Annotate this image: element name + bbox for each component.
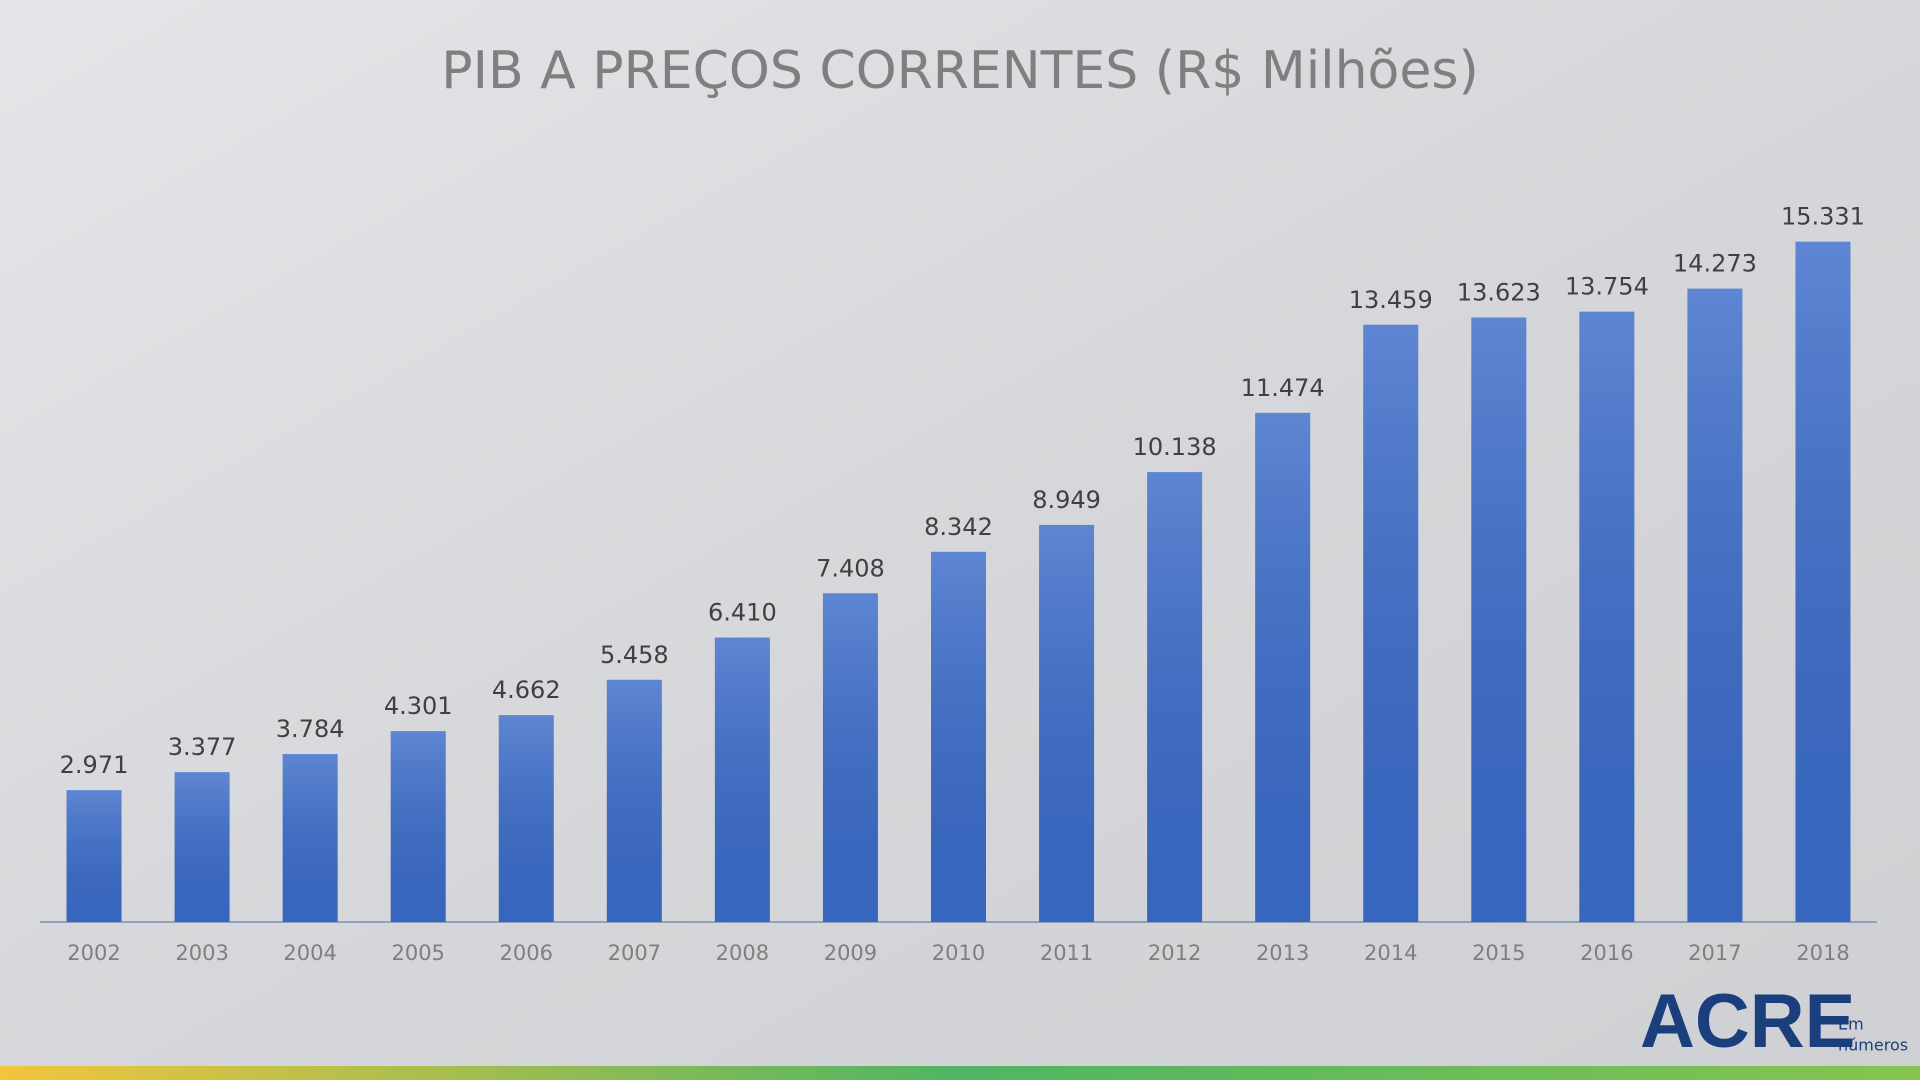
bar-shade — [714, 637, 770, 922]
bar-shade — [1147, 472, 1203, 922]
x-tick-label: 2014 — [1364, 941, 1417, 965]
value-label: 11.474 — [1241, 374, 1325, 402]
value-label: 13.459 — [1349, 286, 1433, 314]
x-tick-label: 2008 — [716, 941, 769, 965]
x-tick-label: 2007 — [608, 941, 661, 965]
x-tick-label: 2018 — [1796, 941, 1849, 965]
logo-name: ACRE — [1640, 979, 1855, 1064]
bar-shade — [1471, 317, 1527, 922]
value-label: 14.273 — [1673, 250, 1757, 278]
value-label: 5.458 — [600, 641, 669, 669]
bar-shade — [1579, 311, 1635, 922]
bar-shade — [498, 715, 554, 922]
value-label: 3.377 — [168, 733, 237, 761]
bar-shade — [1039, 524, 1095, 922]
x-tick-label: 2010 — [932, 941, 985, 965]
logo-tagline: números — [1838, 1036, 1908, 1055]
value-label: 13.623 — [1457, 278, 1541, 306]
x-tick-label: 2015 — [1472, 941, 1525, 965]
value-label: 15.331 — [1781, 203, 1865, 231]
logo-tagline: Em — [1838, 1015, 1864, 1034]
bar-shade — [282, 754, 338, 922]
bar-shade — [66, 790, 122, 922]
x-tick-label: 2002 — [67, 941, 120, 965]
value-label: 7.408 — [816, 554, 885, 582]
bar-shade — [931, 551, 986, 922]
value-label: 8.342 — [924, 513, 993, 541]
bar-shade — [174, 772, 230, 922]
value-label: 10.138 — [1133, 433, 1217, 461]
x-tick-label: 2012 — [1148, 941, 1201, 965]
chart-title: PIB A PREÇOS CORRENTES (R$ Milhões) — [441, 41, 1478, 101]
x-tick-label: 2003 — [175, 941, 228, 965]
x-tick-label: 2009 — [824, 941, 877, 965]
value-label: 3.784 — [276, 715, 345, 743]
value-label: 6.410 — [708, 599, 777, 627]
x-tick-label: 2005 — [391, 941, 444, 965]
bar-shade — [1795, 241, 1851, 922]
x-tick-label: 2017 — [1688, 941, 1741, 965]
bar-shade — [822, 593, 878, 922]
x-tick-label: 2006 — [500, 941, 553, 965]
value-label: 8.949 — [1032, 486, 1101, 514]
bar-shade — [1255, 412, 1311, 922]
value-label: 2.971 — [60, 751, 129, 779]
bar-shade — [1363, 324, 1419, 923]
x-tick-label: 2004 — [283, 941, 336, 965]
bar-shade — [606, 679, 662, 922]
bar-shade — [1687, 288, 1743, 922]
bottom-stripe — [0, 1066, 1920, 1080]
bar-shade — [390, 731, 446, 922]
x-tick-label: 2011 — [1040, 941, 1093, 965]
x-tick-label: 2016 — [1580, 941, 1633, 965]
value-label: 4.662 — [492, 676, 561, 704]
value-label: 4.301 — [384, 692, 453, 720]
value-label: 13.754 — [1565, 273, 1649, 301]
x-tick-label: 2013 — [1256, 941, 1309, 965]
